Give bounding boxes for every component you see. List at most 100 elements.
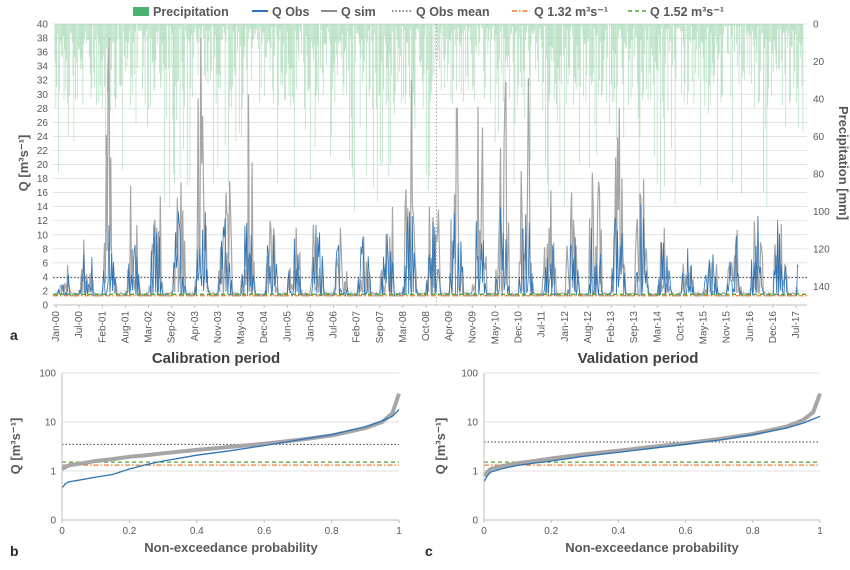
x-tick-label-a: Sep-07 xyxy=(375,311,386,344)
panel-c-series xyxy=(482,392,822,483)
x-tick-label-a: Jul-17 xyxy=(791,311,802,339)
legend-label-q-sim: Q sim xyxy=(341,5,376,19)
y-tick-label-c: 1 xyxy=(472,467,478,478)
panel-a-y-label: Q [m³s⁻¹] xyxy=(16,135,31,192)
x-tick-label-a: Jul-11 xyxy=(537,311,548,338)
panel-c-axes: 0 1 10 100 0 0.2 0.4 0.6 0.8 1 xyxy=(461,369,823,538)
y-tick-label-a: 28 xyxy=(37,104,49,115)
x-tick-label-a: Jan-00 xyxy=(51,311,62,342)
x-tick-label-b: 0.6 xyxy=(257,526,271,537)
y-tick-label-a: 32 xyxy=(37,76,49,87)
y-tick-label-a: 6 xyxy=(42,258,48,269)
legend-swatch-precipitation xyxy=(133,7,149,16)
legend: Precipitation Q Obs Q sim Q Obs mean Q 1… xyxy=(133,5,724,19)
legend-label-q152: Q 1.52 m³s⁻¹ xyxy=(650,5,724,19)
x-tick-label-a: Jan-06 xyxy=(305,311,316,342)
series-q-sim-c xyxy=(482,392,822,478)
x-tick-label-a: Oct-08 xyxy=(421,311,432,341)
y-tick-label-a: 10 xyxy=(37,230,49,241)
y2-tick-label-a: 120 xyxy=(813,244,830,255)
legend-label-q132: Q 1.32 m³s⁻¹ xyxy=(534,5,608,19)
precipitation-bars xyxy=(54,24,804,212)
series-q-sim-b xyxy=(61,392,401,471)
x-tick-label-b: 0.2 xyxy=(122,526,136,537)
x-tick-label-a: Nov-09 xyxy=(467,311,478,344)
x-tick-label-a: Aug-01 xyxy=(120,311,131,344)
x-tick-label-b: 0 xyxy=(59,526,65,537)
precipitation-bars-path xyxy=(54,24,804,212)
y-tick-label-a: 24 xyxy=(37,132,49,143)
y2-tick-label-a: 140 xyxy=(813,282,830,293)
y2-tick-label-a: 0 xyxy=(813,20,819,31)
panel-b-x-label: Non-exceedance probability xyxy=(144,540,318,555)
x-tick-label-a: Dec-16 xyxy=(768,311,779,344)
panel-c-letter: c xyxy=(425,543,433,559)
x-tick-label-a: Apr-09 xyxy=(444,311,455,341)
x-tick-label-c: 0.2 xyxy=(544,526,558,537)
x-tick-label-a: Mar-14 xyxy=(652,311,663,343)
x-tick-label-a: Feb-01 xyxy=(97,311,108,343)
y2-tick-label-a: 40 xyxy=(813,94,825,105)
x-tick-label-a: Dec-10 xyxy=(514,311,525,344)
x-tick-label-a: Sep-02 xyxy=(167,311,178,344)
x-tick-label-a: Nov-03 xyxy=(213,311,224,344)
panel-b-fdc-calibration: 0 1 10 100 0 0.2 0.4 0.6 0.8 1 Q [m³s⁻¹] Non-exce… xyxy=(8,369,402,560)
y-tick-label-a: 0 xyxy=(42,301,48,312)
y-tick-label-a: 38 xyxy=(37,34,49,45)
legend-label-precipitation: Precipitation xyxy=(153,5,229,19)
y-tick-label-b: 1 xyxy=(50,467,56,478)
x-tick-label-a: Jan-12 xyxy=(560,311,571,342)
y-tick-label-a: 2 xyxy=(42,286,48,297)
panel-b-axes: 0 1 10 100 0 0.2 0.4 0.6 0.8 1 xyxy=(39,369,402,538)
x-tick-label-c: 0.4 xyxy=(611,526,625,537)
x-tick-label-c: 0.6 xyxy=(679,526,693,537)
panel-b-y-label: Q [m³s⁻¹] xyxy=(8,418,23,475)
y-tick-label-a: 34 xyxy=(37,62,49,73)
y-tick-label-a: 14 xyxy=(37,202,49,213)
y-tick-label-c: 10 xyxy=(467,418,479,429)
x-tick-label-a: Oct-14 xyxy=(675,311,686,341)
y2-tick-label-a: 100 xyxy=(813,207,830,218)
x-tick-label-c: 1 xyxy=(817,526,823,537)
y-tick-label-a: 18 xyxy=(37,174,49,185)
x-tick-label-a: May-10 xyxy=(490,311,501,345)
x-tick-label-a: May-15 xyxy=(699,311,710,345)
y-tick-label-a: 8 xyxy=(42,244,48,255)
x-tick-label-a: Jul-06 xyxy=(329,311,340,339)
y-tick-label-c: 100 xyxy=(461,369,478,380)
y-tick-label-a: 12 xyxy=(37,216,49,227)
series-q-obs-b xyxy=(61,409,400,489)
panel-c-x-label: Non-exceedance probability xyxy=(565,540,739,555)
y-tick-label-a: 26 xyxy=(37,118,49,129)
x-tick-label-a: Nov-15 xyxy=(722,311,733,344)
y-tick-label-a: 36 xyxy=(37,48,49,59)
series-q-obs-c xyxy=(483,415,821,483)
x-tick-label-a: May-04 xyxy=(236,311,247,345)
validation-period-title: Validation period xyxy=(578,350,699,367)
calibration-period-title: Calibration period xyxy=(152,350,280,367)
x-tick-label-a: Jul-00 xyxy=(74,311,85,339)
x-tick-label-b: 1 xyxy=(396,526,402,537)
x-tick-label-a: Aug-12 xyxy=(583,311,594,344)
y2-tick-label-a: 20 xyxy=(813,57,825,68)
y-tick-label-c: 0 xyxy=(472,516,478,527)
y-tick-label-a: 22 xyxy=(37,146,49,157)
legend-label-q-obs-mean: Q Obs mean xyxy=(416,5,490,19)
y-tick-label-b: 10 xyxy=(45,418,57,429)
y-tick-label-a: 30 xyxy=(37,90,49,101)
x-tick-label-a: Jun-16 xyxy=(745,311,756,342)
x-tick-label-c: 0.8 xyxy=(746,526,760,537)
y-tick-label-b: 0 xyxy=(50,516,56,527)
x-tick-label-a: Feb-07 xyxy=(352,311,363,343)
panel-c-y-label: Q [m³s⁻¹] xyxy=(433,418,448,475)
panel-b-letter: b xyxy=(10,543,19,559)
x-tick-label-a: Sep-13 xyxy=(629,311,640,344)
panel-c-fdc-validation: 0 1 10 100 0 0.2 0.4 0.6 0.8 1 Q [m³s⁻¹] Non-exce… xyxy=(425,369,823,560)
panel-a-y2-label: Precipitation [mm] xyxy=(836,106,850,220)
panel-a-letter: a xyxy=(10,327,18,343)
series-q-sim xyxy=(54,38,799,298)
x-tick-label-b: 0.4 xyxy=(190,526,204,537)
